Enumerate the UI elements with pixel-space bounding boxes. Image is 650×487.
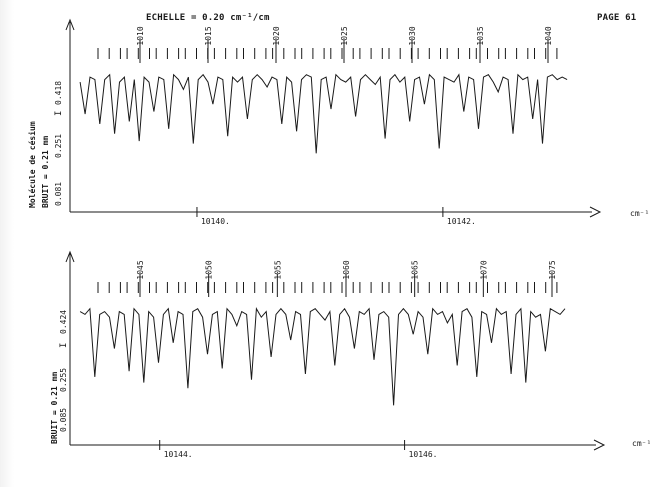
top-x-tick-label-0: 10140. — [201, 217, 230, 226]
bottom-line-number-3: 1060 — [342, 260, 351, 279]
top-spectrum-line — [79, 73, 568, 154]
bottom-line-number-4: 1065 — [411, 260, 420, 279]
top-panel: Molécule de césium BRUIT = 0.21 mm 0.081… — [27, 18, 649, 226]
top-noise-label: BRUIT = 0.21 mm — [41, 136, 50, 208]
bottom-x-arrow-icon — [593, 439, 606, 451]
bottom-y-tick-label-0: 0.085 — [59, 408, 68, 432]
bottom-y-arrow-icon — [65, 250, 75, 263]
bottom-spectrum-line — [79, 307, 566, 406]
top-x-arrow-icon — [589, 206, 602, 218]
page-number: PAGE 61 — [597, 13, 637, 23]
top-line-number-1: 1015 — [204, 26, 213, 45]
bottom-y-label: I — [59, 343, 69, 348]
bottom-y-tick-label-1: 0.255 — [59, 368, 68, 392]
top-x-tick-label-1: 10142. — [447, 217, 476, 226]
bottom-line-number-6: 1075 — [548, 260, 557, 279]
bottom-x-unit: cm⁻¹ — [632, 439, 650, 448]
bottom-y-tick-label-2: 0.424 — [59, 310, 68, 334]
bottom-noise-label: BRUIT = 0.21 mm — [50, 372, 59, 444]
top-molecule-label: Molécule de césium — [27, 121, 37, 208]
top-y-label: I — [54, 111, 64, 116]
scale-label: ECHELLE = 0.20 cm⁻¹/cm — [146, 13, 270, 23]
top-y-arrow-icon — [65, 18, 75, 31]
bottom-panel: BRUIT = 0.21 mm 0.085 0.255 0.424 I cm⁻¹… — [50, 250, 650, 459]
top-line-number-6: 1040 — [544, 26, 553, 45]
top-line-number-5: 1035 — [476, 26, 485, 45]
bottom-line-number-1: 1050 — [205, 260, 214, 279]
bottom-line-number-0: 1045 — [136, 260, 145, 279]
top-y-tick-label-1: 0.251 — [54, 134, 63, 158]
top-line-number-2: 1020 — [272, 26, 281, 45]
bottom-line-number-5: 1070 — [479, 260, 488, 279]
bottom-x-tick-label-1: 10146. — [409, 450, 438, 459]
top-line-number-3: 1025 — [340, 26, 349, 45]
top-y-tick-label-0: 0.081 — [54, 182, 63, 206]
top-x-unit: cm⁻¹ — [630, 209, 649, 218]
top-line-number-0: 1010 — [136, 26, 145, 45]
bottom-line-number-2: 1055 — [273, 260, 282, 279]
top-y-tick-label-2: 0.418 — [54, 81, 63, 105]
top-line-number-4: 1030 — [408, 26, 417, 45]
bottom-x-tick-label-0: 10144. — [164, 450, 193, 459]
